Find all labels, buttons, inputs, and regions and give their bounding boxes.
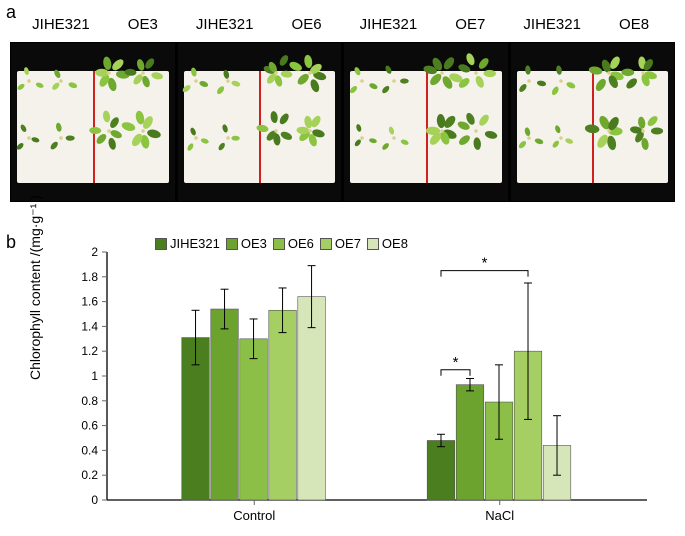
- legend-label: OE6: [288, 236, 314, 251]
- legend-item: OE3: [226, 236, 267, 251]
- photo-strip: [10, 42, 675, 202]
- legend-swatch: [226, 238, 238, 250]
- legend-item: OE8: [367, 236, 408, 251]
- legend-label: OE7: [335, 236, 361, 251]
- col-label: OE3: [102, 16, 184, 33]
- col-label: OE7: [429, 16, 511, 33]
- legend-label: OE8: [382, 236, 408, 251]
- col-label: JIHE321: [184, 16, 266, 33]
- legend-item: JIHE321: [155, 236, 220, 251]
- photo-panel: [178, 43, 342, 201]
- bar-chart-svg: 0 0.2 0.4 0.6 0.8 1 1.2 1.4 1.6 1.8 2 Control NaCl * *: [35, 232, 675, 527]
- legend-label: JIHE321: [170, 236, 220, 251]
- svg-text:*: *: [482, 255, 488, 272]
- panel-a-label: a: [6, 2, 16, 23]
- legend-swatch: [155, 238, 167, 250]
- legend-item: OE6: [273, 236, 314, 251]
- svg-text:2: 2: [91, 245, 98, 259]
- svg-text:0.4: 0.4: [81, 443, 98, 457]
- svg-text:*: *: [453, 354, 459, 371]
- legend-swatch: [273, 238, 285, 250]
- chlorophyll-bar-chart: Chlorophyll content /(mg·g⁻¹ ) JIHE321OE…: [35, 232, 675, 527]
- photo-panel: [511, 43, 675, 201]
- svg-text:0: 0: [91, 493, 98, 507]
- chart-legend: JIHE321 OE3 OE6 OE7 OE8: [155, 236, 408, 251]
- legend-swatch: [320, 238, 332, 250]
- svg-text:1: 1: [91, 369, 98, 383]
- legend-swatch: [367, 238, 379, 250]
- photo-column-labels: JIHE321 OE3 JIHE321 OE6 JIHE321 OE7 JIHE…: [20, 16, 675, 33]
- photo-panel: [344, 43, 508, 201]
- y-axis-label: Chlorophyll content /(mg·g⁻¹ ): [27, 195, 44, 380]
- svg-text:0.8: 0.8: [81, 394, 98, 408]
- col-label: OE6: [266, 16, 348, 33]
- svg-text:0.6: 0.6: [81, 419, 98, 433]
- svg-text:1.2: 1.2: [81, 344, 98, 358]
- svg-text:1.8: 1.8: [81, 270, 98, 284]
- svg-text:Control: Control: [233, 508, 275, 523]
- col-label: OE8: [593, 16, 675, 33]
- col-label: JIHE321: [20, 16, 102, 33]
- svg-text:0.2: 0.2: [81, 468, 98, 482]
- svg-text:NaCl: NaCl: [485, 508, 514, 523]
- legend-label: OE3: [241, 236, 267, 251]
- svg-text:1.4: 1.4: [81, 319, 98, 333]
- col-label: JIHE321: [511, 16, 593, 33]
- panel-b-label: b: [6, 232, 16, 253]
- svg-text:1.6: 1.6: [81, 295, 98, 309]
- legend-item: OE7: [320, 236, 361, 251]
- col-label: JIHE321: [348, 16, 430, 33]
- photo-panel: [11, 43, 175, 201]
